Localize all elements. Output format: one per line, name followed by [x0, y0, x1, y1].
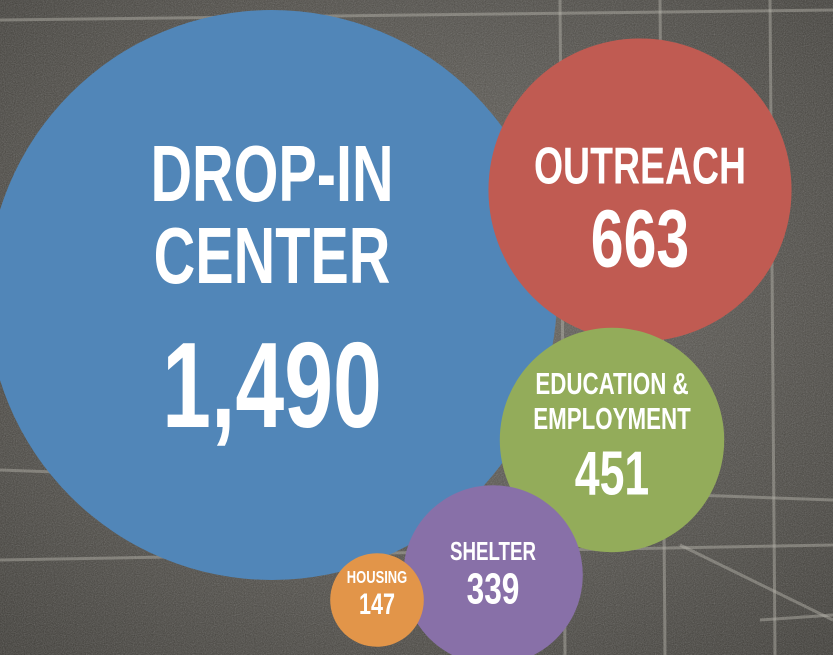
value-label: 339 [467, 565, 520, 614]
bubble-label: OUTREACH [534, 137, 746, 196]
value-group: 451 [575, 439, 649, 508]
bubble-label: EMPLOYMENT [533, 402, 691, 436]
label-group: DROP-IN [150, 129, 393, 219]
label-group: HOUSING [347, 568, 407, 588]
label-group: OUTREACH [534, 137, 746, 196]
label-group: SHELTER [450, 536, 536, 566]
value-group: 1,490 [162, 317, 382, 454]
label-group: EDUCATION & [535, 367, 688, 401]
label-group: EMPLOYMENT [533, 402, 691, 436]
chart: DROP-INCENTER 1,490 OUTREACH663 EDUCATION &… [0, 0, 833, 655]
bubble-label: DROP-IN [150, 129, 393, 219]
bubble-label: EDUCATION & [535, 367, 688, 401]
label-group: CENTER [154, 211, 391, 301]
value-label: 147 [359, 586, 395, 620]
value-label: 1,490 [162, 317, 382, 454]
value-label: 663 [591, 193, 690, 285]
bubble-label: CENTER [154, 211, 391, 301]
bubble-label: HOUSING [347, 568, 407, 588]
value-group: 663 [591, 193, 690, 285]
value-group: 339 [467, 565, 520, 614]
value-group: 147 [359, 586, 395, 620]
page: DROP-INCENTER 1,490 OUTREACH663 EDUCATION &… [0, 0, 833, 655]
bubble-label: SHELTER [450, 536, 536, 566]
value-label: 451 [575, 439, 649, 508]
